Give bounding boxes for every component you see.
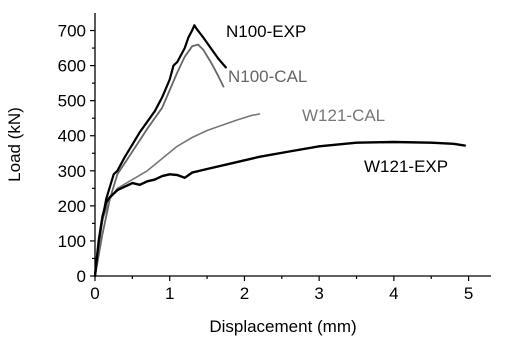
ticks: 0 1 2 3 4 5 0 100 200 300 400 500 600 700 [58, 22, 474, 303]
y-axis-title: Load (kN) [5, 107, 24, 182]
series-line-n100-exp [93, 24, 227, 278]
plot-series [93, 24, 466, 278]
y-tick-label: 100 [58, 232, 86, 251]
x-axis-title: Displacement (mm) [209, 317, 356, 336]
series-line-n100-cal [94, 43, 225, 277]
y-tick-label: 200 [58, 197, 86, 216]
series-label-n100-cal: N100-CAL [228, 67, 307, 86]
series-labels: N100-EXP N100-CAL W121-CAL W121-EXP [226, 22, 448, 176]
x-tick-label: 2 [240, 284, 249, 303]
x-tick-label: 3 [314, 284, 323, 303]
y-tick-label: 300 [58, 162, 86, 181]
series-line-w121-cal [94, 113, 261, 277]
y-tick-label: 500 [58, 92, 86, 111]
x-tick-label: 5 [464, 284, 473, 303]
y-tick-label: 0 [77, 267, 86, 286]
series-line-w121-exp [93, 140, 466, 278]
x-tick-label: 0 [90, 284, 99, 303]
series-label-w121-exp: W121-EXP [364, 157, 448, 176]
x-tick-label: 1 [165, 284, 174, 303]
y-tick-label: 400 [58, 127, 86, 146]
series-label-w121-cal: W121-CAL [302, 106, 385, 125]
x-tick-label: 4 [389, 284, 398, 303]
axes [94, 13, 491, 277]
y-tick-label: 700 [58, 22, 86, 41]
series-label-n100-exp: N100-EXP [226, 22, 306, 41]
y-tick-label: 600 [58, 57, 86, 76]
